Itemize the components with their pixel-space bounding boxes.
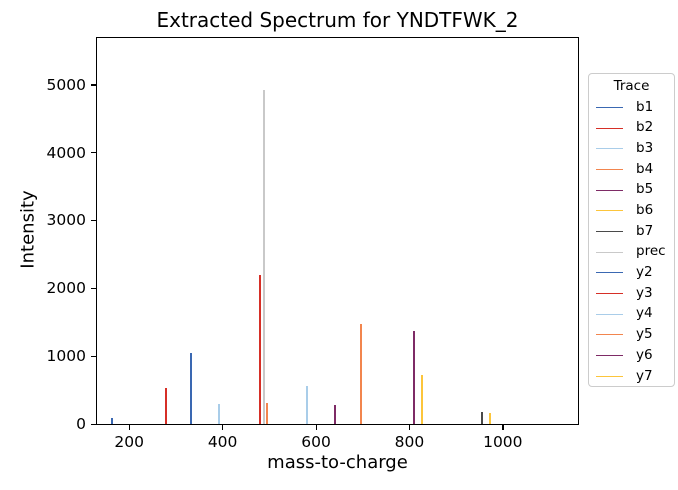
x-tick-400 bbox=[222, 425, 224, 430]
y-tick-label-5000: 5000 bbox=[46, 75, 86, 94]
legend-item-b2: b2 bbox=[589, 118, 674, 139]
legend-item-y2: y2 bbox=[589, 263, 674, 284]
legend: Trace b1 b2 b3 b4 b5 b6 b7 prec y2 y3 y4 y5 y6 y7 bbox=[588, 73, 675, 387]
stem-b1 bbox=[111, 417, 114, 424]
legend-item-b3: b3 bbox=[589, 138, 674, 159]
legend-swatch-b2 bbox=[596, 127, 623, 129]
stem-prec bbox=[262, 89, 265, 424]
y-tick-label-2000: 2000 bbox=[46, 279, 86, 298]
legend-label-y2: y2 bbox=[636, 264, 653, 281]
stem-b7 bbox=[480, 412, 483, 424]
legend-item-b7: b7 bbox=[589, 221, 674, 242]
legend-swatch-y3 bbox=[596, 293, 623, 295]
legend-swatch-y7 bbox=[596, 375, 623, 377]
y-tick-2000 bbox=[91, 287, 96, 290]
stem-b3 bbox=[218, 404, 221, 424]
y-tick-5000 bbox=[91, 84, 96, 86]
y-tick-label-0: 0 bbox=[76, 415, 86, 433]
legend-swatch-prec bbox=[596, 251, 623, 253]
legend-label-y3: y3 bbox=[636, 284, 653, 301]
x-tick-1000 bbox=[502, 425, 504, 430]
y-axis-label: Intensity bbox=[17, 190, 39, 269]
x-axis-label: mass-to-charge bbox=[267, 452, 408, 473]
stem-y3 bbox=[259, 275, 262, 424]
legend-swatch-y5 bbox=[596, 334, 623, 336]
x-tick-label-800: 800 bbox=[394, 433, 425, 451]
legend-items: b1 b2 b3 b4 b5 b6 b7 prec y2 y3 y4 y5 y6 y7 bbox=[589, 97, 674, 387]
x-tick-label-600: 600 bbox=[301, 433, 331, 451]
legend-swatch-b5 bbox=[596, 189, 623, 191]
legend-swatch-b4 bbox=[596, 168, 623, 170]
y-tick-label-3000: 3000 bbox=[46, 211, 86, 230]
legend-item-b4: b4 bbox=[589, 159, 674, 180]
legend-label-prec: prec bbox=[636, 243, 666, 260]
stem-y4 bbox=[306, 386, 309, 424]
legend-swatch-y4 bbox=[596, 313, 623, 315]
y-tick-label-1000: 1000 bbox=[46, 347, 86, 366]
x-tick-800 bbox=[408, 425, 411, 430]
stem-b2 bbox=[164, 387, 167, 424]
legend-item-y7: y7 bbox=[589, 366, 674, 387]
x-tick-label-200: 200 bbox=[114, 433, 145, 451]
legend-swatch-y6 bbox=[596, 355, 623, 357]
x-tick-200 bbox=[128, 425, 131, 430]
legend-swatch-b6 bbox=[596, 210, 623, 212]
legend-label-b7: b7 bbox=[636, 222, 654, 239]
legend-item-b5: b5 bbox=[589, 180, 674, 201]
stem-b4 bbox=[265, 402, 268, 424]
legend-title: Trace bbox=[613, 78, 650, 94]
y-tick-1000 bbox=[91, 355, 96, 357]
legend-label-b4: b4 bbox=[636, 160, 654, 177]
y-tick-3000 bbox=[91, 219, 96, 222]
legend-item-b1: b1 bbox=[589, 97, 674, 118]
y-tick-4000 bbox=[91, 152, 96, 154]
legend-item-b6: b6 bbox=[589, 200, 674, 221]
legend-label-y7: y7 bbox=[636, 367, 653, 384]
legend-label-y5: y5 bbox=[636, 326, 653, 343]
x-tick-label-400: 400 bbox=[207, 433, 238, 451]
legend-label-b6: b6 bbox=[636, 202, 654, 219]
legend-label-b5: b5 bbox=[636, 181, 654, 198]
legend-item-y3: y3 bbox=[589, 283, 674, 304]
x-tick-label-1000: 1000 bbox=[483, 433, 523, 451]
legend-label-b2: b2 bbox=[636, 119, 654, 136]
legend-label-y4: y4 bbox=[636, 305, 653, 322]
legend-swatch-b1 bbox=[596, 106, 623, 108]
legend-label-b1: b1 bbox=[636, 98, 654, 115]
legend-item-y4: y4 bbox=[589, 304, 674, 325]
legend-item-y6: y6 bbox=[589, 345, 674, 366]
plot-area: 200 400 600 800 1000 0 1000 2000 3000 4000 5000 bbox=[47, 37, 579, 451]
x-tick-600 bbox=[315, 425, 317, 430]
legend-label-y6: y6 bbox=[636, 346, 653, 363]
legend-swatch-b3 bbox=[596, 148, 623, 150]
legend-item-y5: y5 bbox=[589, 325, 674, 346]
stem-b6 bbox=[421, 374, 424, 424]
stem-y6 bbox=[413, 331, 416, 424]
chart-title: Extracted Spectrum for YNDTFWK_2 bbox=[156, 8, 519, 32]
y-tick-label-4000: 4000 bbox=[46, 143, 86, 162]
legend-swatch-y2 bbox=[596, 272, 623, 274]
legend-item-prec: prec bbox=[589, 242, 674, 263]
stem-y2 bbox=[190, 353, 193, 424]
stem-b5 bbox=[334, 405, 337, 424]
y-tick-0 bbox=[91, 423, 96, 425]
stem-y7 bbox=[489, 413, 492, 424]
legend-swatch-b7 bbox=[596, 230, 623, 232]
stem-y5 bbox=[359, 323, 362, 424]
legend-label-b3: b3 bbox=[636, 139, 654, 156]
